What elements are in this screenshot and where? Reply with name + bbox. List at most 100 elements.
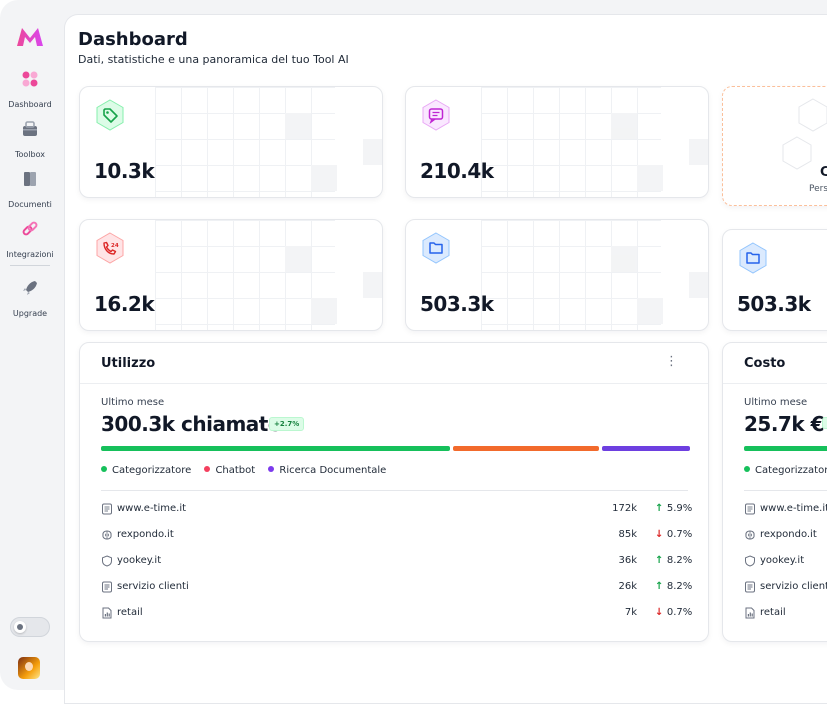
usage-bar-segment — [453, 446, 599, 451]
phone-24-icon: 24 — [96, 232, 124, 264]
folder-icon — [739, 242, 767, 274]
sidebar-item-label: Documenti — [8, 200, 52, 209]
list-item[interactable]: yookey.it 36k ↑ 8.2% — [101, 553, 693, 571]
legend-dot — [744, 466, 750, 472]
list-item-value: 172k — [612, 503, 637, 514]
folder-icon — [422, 232, 450, 264]
document-icon — [101, 503, 113, 515]
list-divider — [101, 490, 688, 491]
stat-value: 10.3k — [94, 159, 155, 183]
trend-value: 5.9% — [666, 503, 693, 514]
list-item-value: 36k — [618, 555, 637, 566]
stat-card[interactable]: 503.3k — [722, 229, 827, 331]
cost-bar-segment — [744, 446, 827, 451]
sidebar-item-dashboard[interactable]: Dashboard — [0, 70, 60, 111]
panel-title: Utilizzo — [101, 356, 156, 371]
file-chart-icon — [744, 607, 756, 619]
usage-panel: Utilizzo ⋮ Ultimo mese 300.3k chiamate +… — [79, 342, 709, 642]
usage-bar-segment — [602, 446, 690, 451]
period-label: Ultimo mese — [744, 397, 808, 408]
list-item-name: yookey.it — [760, 555, 805, 566]
card-background-grid — [481, 220, 708, 330]
sidebar-item-documenti[interactable]: Documenti — [0, 170, 60, 211]
arrow-down-icon: ↓ — [655, 607, 667, 618]
trend-up-indicator: ↑ 8.2% — [655, 581, 692, 592]
list-item-name: retail — [760, 607, 786, 618]
theme-toggle[interactable] — [10, 617, 50, 637]
custom-card-title: C — [820, 165, 827, 180]
legend-dot — [204, 466, 211, 472]
usage-bar-segment — [101, 446, 450, 451]
stat-card[interactable]: 210.4k — [405, 86, 709, 198]
usage-legend: Categorizzatore Chatbot Ricerca Document… — [101, 465, 396, 476]
period-label: Ultimo mese — [101, 397, 165, 408]
list-item-name: www.e-time.it — [117, 503, 187, 514]
list-item[interactable]: www.e-time.it 172k ↑ 5.9% — [101, 501, 692, 519]
tag-icon — [96, 99, 124, 131]
list-item-name: servizio clienti — [117, 581, 189, 592]
hex-pattern-icon — [782, 98, 827, 170]
cost-total: 25.7k € — [744, 412, 825, 436]
card-background-grid — [481, 87, 708, 197]
trend-value: 0.7% — [666, 529, 693, 540]
list-item[interactable]: rexpondo.it — [744, 527, 827, 545]
sidebar-item-upgrade[interactable]: Upgrade — [0, 279, 60, 320]
legend-dot — [268, 466, 275, 472]
more-options-icon[interactable]: ⋮ — [665, 354, 678, 369]
stat-card[interactable]: 503.3k — [405, 219, 709, 331]
trend-value: 8.2% — [666, 555, 693, 566]
list-item[interactable]: www.e-time.it — [744, 501, 827, 519]
list-item[interactable]: retail — [744, 605, 827, 623]
chat-icon — [422, 99, 450, 131]
document-icon — [101, 581, 113, 593]
list-item[interactable]: yookey.it — [744, 553, 827, 571]
rocket-icon — [23, 281, 37, 295]
document-icon — [744, 581, 756, 593]
list-item-name: rexpondo.it — [760, 529, 817, 540]
grid-dots-icon — [22, 71, 38, 87]
trend-value: 0.7% — [666, 607, 693, 618]
brain-icon — [101, 529, 113, 541]
trend-value: 8.2% — [666, 581, 693, 592]
arrow-up-icon: ↑ — [655, 581, 667, 592]
link-icon — [22, 221, 38, 236]
list-item-value: 85k — [618, 529, 637, 540]
stat-value: 503.3k — [420, 292, 494, 316]
arrow-up-icon: ↑ — [655, 555, 667, 566]
list-item-name: servizio clienti — [760, 581, 827, 592]
list-item[interactable]: rexpondo.it 85k ↓ 0.7% — [101, 527, 693, 545]
stat-card[interactable]: 24 16.2k — [79, 219, 383, 331]
sidebar-item-label: Integrazioni — [6, 250, 54, 259]
cost-panel: Costo Ultimo mese 25.7k € Categorizzator… — [722, 342, 827, 642]
stat-value: 503.3k — [737, 292, 811, 316]
card-background-grid — [155, 220, 382, 330]
arrow-up-icon: ↑ — [655, 503, 667, 514]
list-item[interactable]: retail 7k ↓ 0.7% — [101, 605, 693, 623]
panel-title: Costo — [744, 356, 786, 371]
sidebar-divider — [10, 265, 50, 266]
avatar[interactable] — [18, 657, 40, 679]
list-item[interactable]: servizio clienti — [744, 579, 827, 597]
panel-divider — [80, 383, 708, 384]
stat-card[interactable]: 10.3k — [79, 86, 383, 198]
add-custom-card[interactable]: C Pers — [722, 86, 827, 206]
legend-item: Categorizzatore — [744, 465, 827, 476]
sidebar-item-toolbox[interactable]: Toolbox — [0, 120, 60, 161]
toolbox-icon — [23, 121, 37, 136]
usage-total: 300.3k chiamate — [101, 412, 281, 436]
list-item[interactable]: servizio clienti 26k ↑ 8.2% — [101, 579, 692, 597]
change-badge: +2.7% — [269, 417, 305, 431]
trend-up-indicator: ↑ 5.9% — [655, 503, 692, 514]
stat-value: 16.2k — [94, 292, 155, 316]
legend-item: Chatbot — [204, 465, 255, 476]
sidebar: Dashboard Toolbox Documenti Integrazioni… — [0, 0, 62, 682]
list-item-value: 7k — [624, 607, 637, 618]
brand-logo[interactable] — [16, 26, 44, 48]
change-badge — [822, 417, 827, 429]
list-item-name: rexpondo.it — [117, 529, 174, 540]
book-icon — [24, 172, 36, 186]
legend-label: Categorizzatore — [755, 465, 827, 476]
sidebar-item-integrazioni[interactable]: Integrazioni — [0, 220, 60, 261]
page-title: Dashboard — [78, 29, 188, 50]
stat-value: 210.4k — [420, 159, 494, 183]
